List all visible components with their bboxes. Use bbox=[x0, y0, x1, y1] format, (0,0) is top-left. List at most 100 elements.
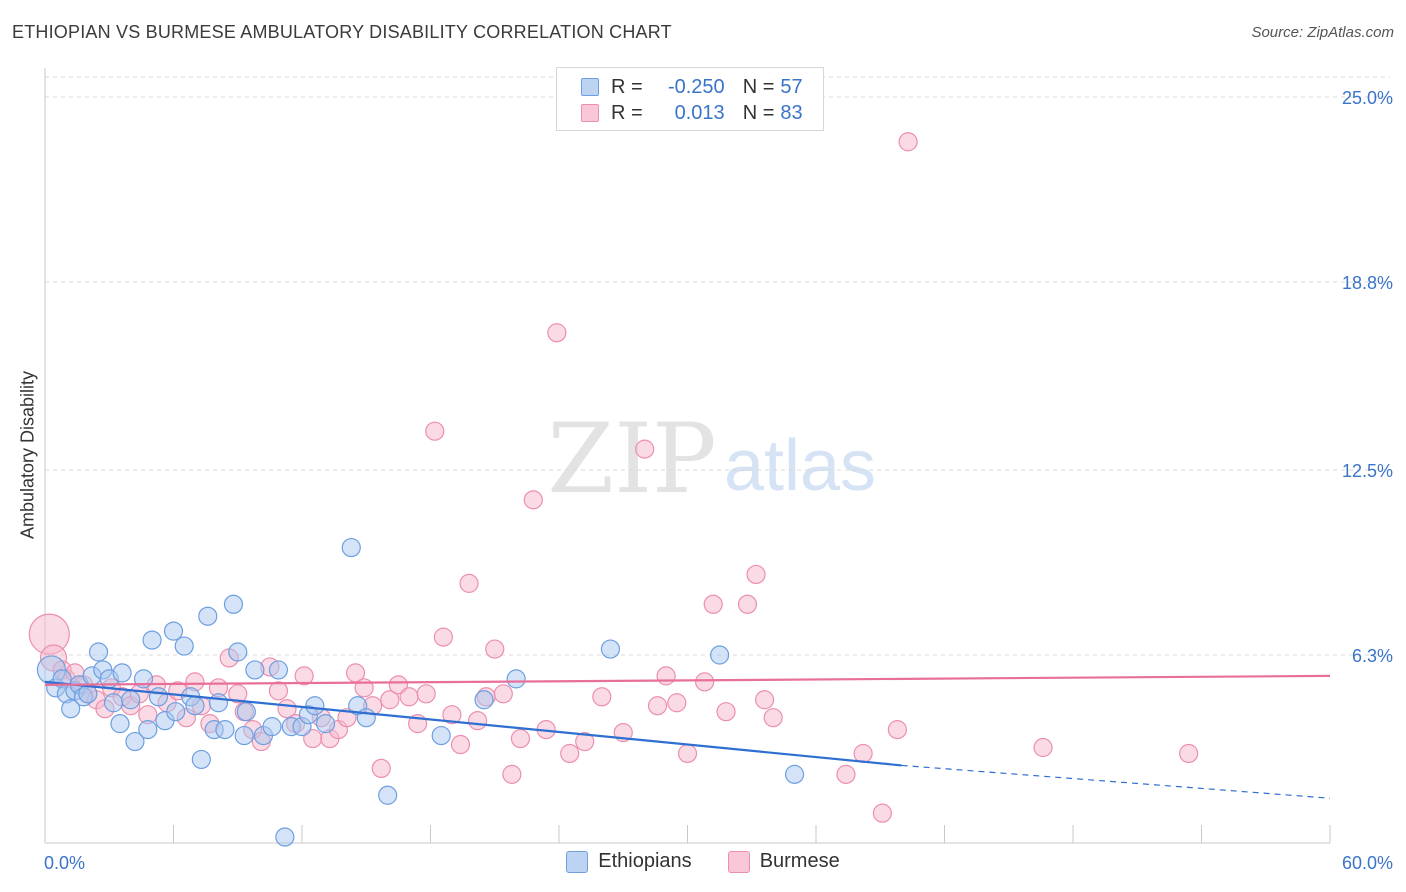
legend-label-burmese: Burmese bbox=[759, 850, 840, 872]
y-tick-label: 25.0% bbox=[1342, 88, 1393, 108]
ethiopian-point bbox=[341, 537, 361, 558]
ethiopian-point bbox=[103, 693, 124, 713]
series-legend: Ethiopians Burmese bbox=[0, 850, 1406, 873]
burmese-point bbox=[468, 711, 488, 731]
ethiopian-point bbox=[223, 594, 244, 614]
burmese-point bbox=[872, 803, 892, 823]
ethiopian-point bbox=[262, 717, 282, 737]
legend-item-burmese: Burmese bbox=[727, 850, 840, 873]
burmese-point bbox=[647, 696, 668, 716]
burmese-point bbox=[716, 702, 736, 722]
legend-n-value: 57 bbox=[780, 75, 803, 98]
ethiopian-point bbox=[185, 696, 205, 716]
burmese-point bbox=[337, 708, 357, 728]
ethiopian-point bbox=[110, 714, 130, 734]
ethiopian-point bbox=[710, 645, 730, 665]
burmese-point bbox=[853, 743, 873, 764]
ethiopian-point bbox=[125, 731, 145, 752]
burmese-point bbox=[294, 666, 314, 686]
legend-n-label: N = bbox=[742, 101, 775, 124]
burmese-point bbox=[836, 764, 856, 784]
burmese-point bbox=[575, 731, 595, 752]
burmese-point bbox=[523, 490, 543, 510]
legend-swatch-pink bbox=[581, 104, 599, 122]
burmese-point bbox=[268, 681, 289, 701]
ethiopian-point bbox=[600, 639, 621, 659]
burmese-point bbox=[493, 684, 513, 704]
burmese-point bbox=[547, 323, 567, 343]
ethiopian-trend-line bbox=[44, 680, 902, 767]
ethiopian-point bbox=[174, 636, 194, 656]
source-note: Source: ZipAtlas.com bbox=[1251, 24, 1394, 41]
legend-n-label: N = bbox=[742, 75, 775, 98]
legend-r-value: 0.013 bbox=[674, 101, 725, 124]
legend-r-label: R = bbox=[611, 75, 643, 98]
ethiopian-point bbox=[356, 708, 376, 728]
legend-swatch-blue bbox=[566, 850, 589, 873]
y-tick-label: 12.5% bbox=[1342, 461, 1393, 481]
burmese-point bbox=[399, 687, 419, 707]
burmese-point bbox=[485, 639, 505, 659]
ethiopian-point bbox=[112, 663, 132, 683]
ethiopian-point bbox=[245, 660, 265, 680]
ethiopian-point bbox=[215, 720, 235, 740]
ethiopian-point bbox=[148, 687, 169, 707]
y-tick-label: 6.3% bbox=[1352, 646, 1393, 666]
chart-title: ETHIOPIAN VS BURMESE AMBULATORY DISABILI… bbox=[12, 22, 672, 42]
burmese-point bbox=[667, 693, 687, 713]
burmese-point bbox=[703, 594, 723, 614]
burmese-point bbox=[459, 573, 479, 593]
ethiopian-point bbox=[275, 827, 295, 847]
burmese-point bbox=[1179, 743, 1199, 764]
burmese-point bbox=[754, 690, 775, 710]
legend-swatch-blue bbox=[581, 78, 599, 96]
ethiopian-point bbox=[198, 606, 218, 626]
burmese-point bbox=[746, 564, 766, 585]
burmese-point bbox=[887, 720, 907, 740]
ethiopian-point bbox=[61, 699, 81, 719]
burmese-point bbox=[450, 734, 471, 755]
ethiopian-point bbox=[784, 764, 805, 784]
burmese-point bbox=[737, 594, 758, 614]
burmese-point bbox=[656, 666, 676, 686]
burmese-point bbox=[425, 421, 445, 441]
burmese-point bbox=[695, 672, 715, 692]
legend-row-burmese: R = 0.013 N = 83 bbox=[581, 101, 803, 125]
ethiopian-point bbox=[121, 690, 141, 710]
legend-label-ethiopians: Ethiopians bbox=[598, 850, 692, 872]
burmese-point bbox=[433, 627, 453, 647]
ethiopian-point bbox=[208, 693, 229, 713]
ethiopian-point bbox=[228, 642, 248, 662]
burmese-point bbox=[763, 708, 783, 728]
ethiopian-point bbox=[191, 749, 211, 770]
legend-item-ethiopians: Ethiopians bbox=[566, 850, 692, 873]
ethiopian-point bbox=[305, 696, 325, 716]
burmese-point bbox=[416, 684, 436, 704]
burmese-point bbox=[388, 675, 408, 695]
ethiopian-point bbox=[142, 630, 162, 650]
correlation-legend: R = -0.250 N = 57 R = 0.013 N = 83 bbox=[556, 67, 824, 131]
burmese-point bbox=[592, 687, 612, 707]
ethiopian-point bbox=[268, 660, 289, 680]
burmese-trend-line bbox=[44, 674, 1331, 686]
legend-row-ethiopians: R = -0.250 N = 57 bbox=[581, 75, 803, 99]
ethiopian-point bbox=[163, 621, 184, 641]
ethiopian-point bbox=[506, 669, 526, 689]
burmese-point bbox=[677, 743, 698, 764]
ethiopian-point bbox=[315, 714, 336, 734]
y-tick-label: 18.8% bbox=[1342, 273, 1393, 293]
burmese-point bbox=[510, 728, 531, 749]
burmese-point bbox=[371, 758, 391, 779]
burmese-point bbox=[560, 743, 580, 764]
ethiopian-trend-extension bbox=[901, 764, 1331, 799]
burmese-point bbox=[1033, 737, 1053, 758]
burmese-point bbox=[380, 690, 400, 710]
y-axis-label: Ambulatory Disability bbox=[17, 370, 38, 540]
ethiopian-point bbox=[234, 725, 254, 746]
ethiopian-point bbox=[88, 642, 109, 662]
legend-n-value: 83 bbox=[780, 101, 803, 124]
x-tick-label-min: 0.0% bbox=[44, 853, 85, 873]
x-tick-label-max: 60.0% bbox=[1342, 853, 1393, 873]
ethiopian-point bbox=[166, 702, 186, 722]
